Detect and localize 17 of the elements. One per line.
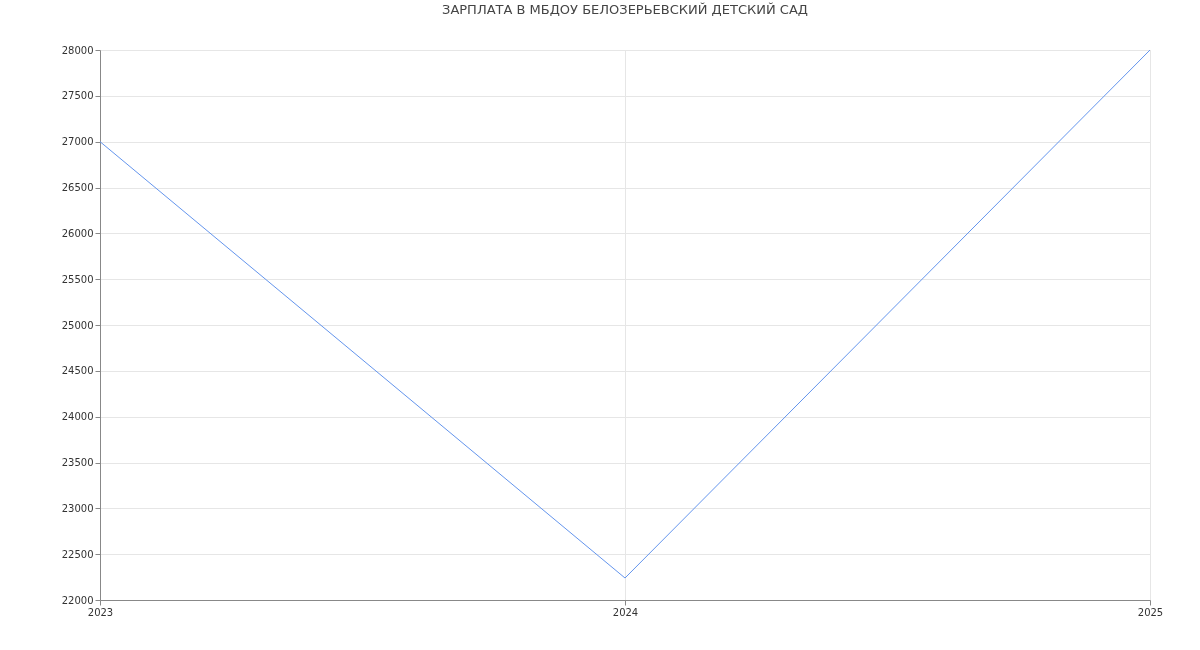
- y-tick-label: 26000: [61, 227, 94, 239]
- chart-title: ЗАРПЛАТА В МБДОУ БЕЛОЗЕРЬЕВСКИЙ ДЕТСКИЙ САД: [442, 2, 808, 17]
- y-tick-label: 24500: [61, 365, 94, 377]
- y-tick-label: 22000: [61, 594, 94, 606]
- y-tick-label: 25500: [61, 273, 94, 285]
- x-tick-label: 2025: [1137, 606, 1164, 618]
- y-tick-label: 26500: [61, 182, 94, 193]
- y-tick-label: 27000: [61, 136, 94, 148]
- y-tick-label: 23000: [61, 502, 94, 514]
- y-tick-label: 22500: [61, 548, 94, 560]
- y-tick-label: 28000: [61, 44, 94, 56]
- y-tick-label: 23500: [61, 457, 94, 468]
- y-tick-label: 24000: [61, 411, 94, 423]
- x-tick-label: 2023: [87, 606, 114, 618]
- y-tick-label: 27500: [61, 90, 94, 102]
- y-tick-label: 25000: [61, 319, 94, 331]
- x-tick-label: 2024: [612, 606, 639, 618]
